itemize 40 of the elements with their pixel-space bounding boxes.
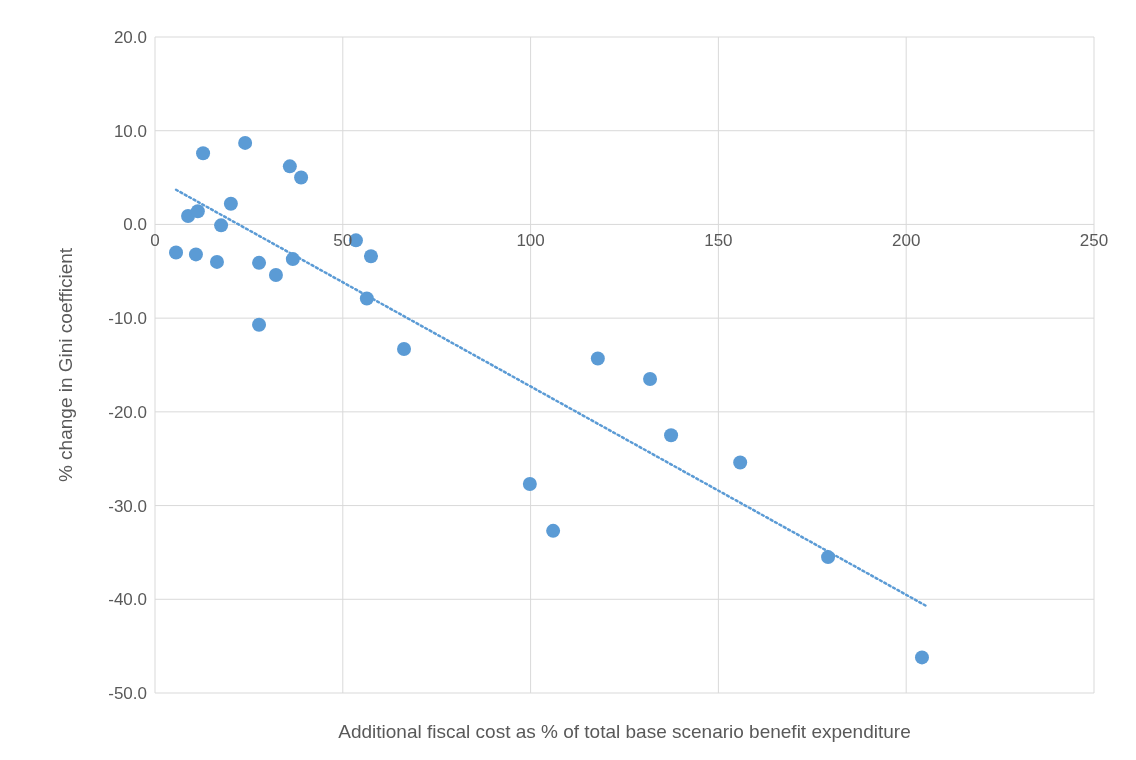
point (169, 245, 184, 260)
point (643, 372, 658, 387)
point (914, 650, 929, 665)
point (546, 523, 561, 538)
x-tick-label: 0 (150, 231, 160, 251)
point (209, 254, 224, 269)
y-axis-title: % change in Gini coefficient (54, 247, 76, 483)
x-tick-label: 150 (704, 231, 733, 251)
point (294, 170, 309, 185)
x-axis-title: Additional fiscal cost as % of total base scenario benefit expenditure (338, 721, 911, 742)
point (190, 204, 205, 219)
y-tick-label: -30.0 (108, 496, 147, 516)
y-tick-label: 10.0 (113, 121, 147, 141)
point (268, 268, 283, 283)
point (359, 291, 374, 306)
point (363, 249, 378, 264)
point (214, 218, 229, 233)
point (821, 550, 836, 565)
y-tick-label: -20.0 (108, 402, 147, 422)
point (733, 455, 748, 470)
y-tick-label: -10.0 (108, 309, 147, 329)
point (664, 428, 679, 443)
point (238, 135, 253, 150)
y-tick-label: 0.0 (123, 215, 147, 235)
point (522, 477, 537, 492)
point (285, 252, 300, 267)
point (590, 351, 605, 366)
y-tick-label: -50.0 (108, 684, 147, 704)
x-tick-label: 100 (516, 231, 545, 251)
point (196, 146, 211, 161)
x-tick-label: 250 (1079, 231, 1109, 251)
point (188, 247, 203, 262)
y-tick-label: 20.0 (113, 28, 147, 48)
point (223, 196, 238, 211)
x-tick-label: 200 (892, 231, 921, 251)
point (282, 159, 297, 174)
y-tick-label: -40.0 (108, 590, 147, 610)
point (252, 255, 267, 270)
point (252, 317, 267, 332)
point (397, 342, 412, 357)
